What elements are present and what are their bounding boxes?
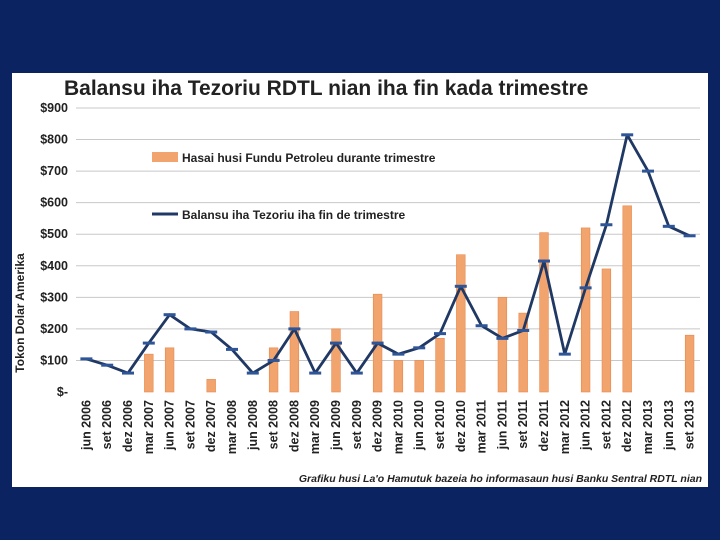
x-tick-label: dez 2012: [620, 400, 634, 452]
y-tick-label: $600: [40, 196, 68, 210]
y-tick-label: $800: [40, 133, 68, 147]
x-tick-label: set 2012: [599, 400, 613, 449]
x-tick-label: mar 2009: [308, 400, 322, 454]
bar: [268, 347, 279, 393]
x-tick-label: jun 2007: [163, 400, 177, 451]
chart-panel: Balansu iha Tezoriu RDTL nian iha fin ka…: [12, 73, 708, 487]
bar: [539, 232, 549, 393]
bar: [518, 312, 528, 393]
x-tick-label: dez 2006: [121, 400, 135, 452]
x-tick-label: set 2010: [433, 400, 447, 449]
bar: [144, 353, 154, 393]
gridlines: [76, 107, 700, 361]
bar: [331, 328, 341, 393]
x-tick-label: jun 2008: [246, 400, 260, 451]
x-tick-label: set 2011: [516, 400, 530, 449]
x-tick-label: dez 2009: [371, 400, 385, 452]
bar-series: [144, 205, 695, 393]
x-tick-label: mar 2013: [641, 400, 655, 454]
x-tick-label: jun 2013: [662, 400, 676, 451]
chart: Balansu iha Tezoriu RDTL nian iha fin ka…: [13, 77, 702, 485]
x-tick-label: mar 2007: [142, 400, 156, 454]
y-axis-label: Tokon Dolar Amerika: [13, 253, 27, 373]
bar: [164, 347, 175, 393]
x-tick-label: set 2006: [100, 400, 114, 449]
x-tick-label: mar 2008: [225, 400, 239, 454]
legend-bar-swatch: [152, 152, 178, 162]
x-tick-label: mar 2012: [558, 400, 572, 454]
y-tick-label: $200: [40, 322, 68, 336]
chart-title: Balansu iha Tezoriu RDTL nian iha fin ka…: [64, 77, 588, 100]
legend-bar-label: Hasai husi Fundu Petroleu durante trimes…: [182, 151, 436, 165]
x-tick-label: dez 2008: [287, 400, 301, 452]
y-tick-label: $700: [40, 164, 68, 178]
x-axis-ticks: jun 2006 set 2006 dez 2006 mar 2007 jun 2007…: [79, 400, 696, 454]
x-tick-label: dez 2007: [204, 400, 218, 452]
x-tick-label: jun 2011: [495, 400, 509, 450]
line-series: [80, 133, 696, 375]
x-tick-label: mar 2011: [475, 400, 489, 454]
x-tick-label: set 2013: [683, 400, 697, 449]
bar: [289, 311, 300, 393]
x-tick-label: jun 2012: [579, 400, 593, 451]
x-tick-label: jun 2006: [79, 400, 93, 451]
y-tick-label: $500: [40, 227, 68, 241]
x-tick-label: jun 2009: [329, 400, 343, 451]
bar: [393, 360, 404, 393]
bar: [601, 268, 612, 393]
source-note: Grafiku husi La'o Hamutuk bazeia ho info…: [299, 473, 702, 485]
y-tick-label: $400: [40, 259, 68, 273]
x-tick-label: set 2009: [350, 400, 364, 449]
bar: [622, 205, 632, 393]
line-series-path: [85, 133, 691, 375]
bar: [435, 338, 445, 393]
x-tick-label: jun 2010: [412, 400, 426, 451]
x-tick-label: dez 2011: [537, 400, 551, 451]
bar: [580, 227, 591, 393]
y-tick-label: $100: [40, 353, 68, 367]
y-axis-ticks: $900 $800 $700 $600 $500 $400 $300 $200 $100 $-: [40, 101, 68, 399]
bar: [414, 360, 424, 393]
x-tick-label: set 2007: [183, 400, 197, 449]
x-tick-label: set 2008: [267, 400, 281, 449]
bar: [456, 254, 466, 393]
legend: Hasai husi Fundu Petroleu durante trimes…: [152, 151, 436, 222]
x-tick-label: mar 2010: [391, 400, 405, 454]
legend-line-label: Balansu iha Tezoriu iha fin de trimestre: [182, 208, 405, 222]
y-tick-label: $300: [40, 290, 68, 304]
bar: [497, 297, 508, 393]
bar: [206, 379, 216, 393]
y-tick-label: $900: [40, 101, 68, 115]
x-tick-label: dez 2010: [454, 400, 468, 452]
bar: [684, 334, 695, 393]
y-tick-label: $-: [57, 385, 68, 399]
